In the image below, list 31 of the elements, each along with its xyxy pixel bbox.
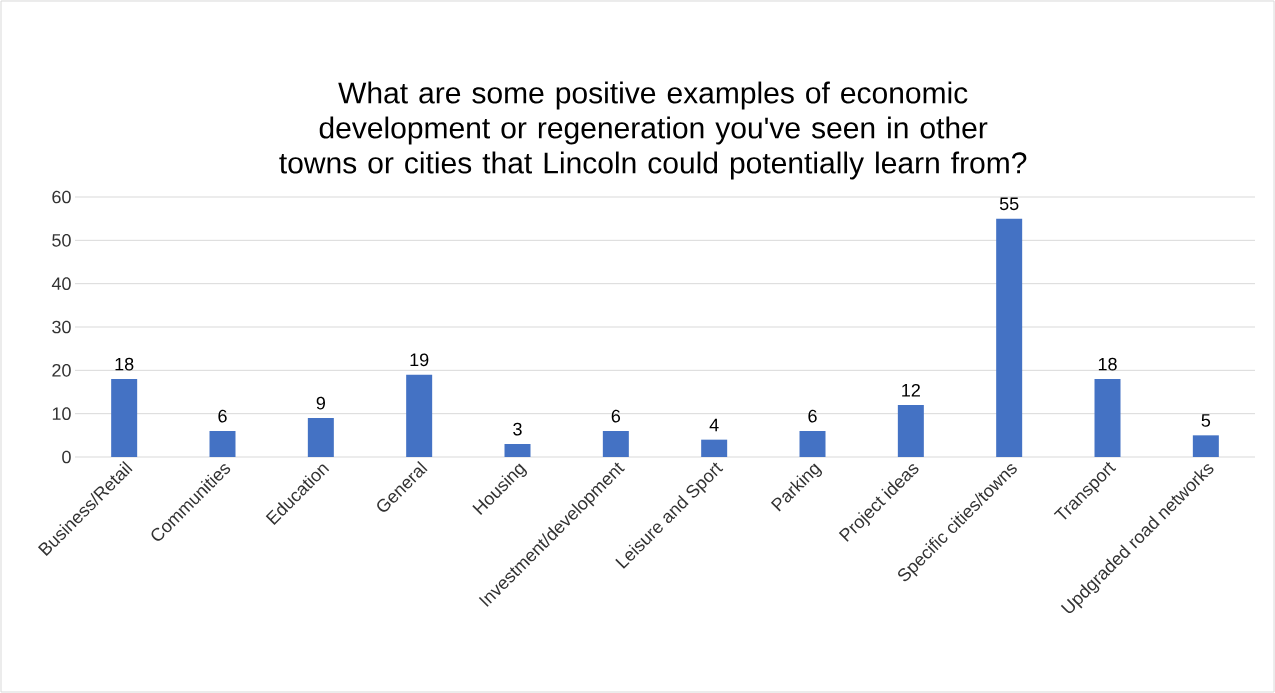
bar xyxy=(799,431,826,457)
bar xyxy=(602,431,629,457)
y-tick-label: 40 xyxy=(51,277,71,291)
bar xyxy=(406,374,433,457)
bar xyxy=(897,405,924,457)
y-tick-label: 60 xyxy=(52,190,71,204)
y-tick-label: 30 xyxy=(52,320,71,334)
bar xyxy=(504,444,531,457)
data-label: 6 xyxy=(218,409,227,423)
data-label: 6 xyxy=(808,409,817,423)
data-label: 5 xyxy=(1201,414,1211,427)
data-label: 18 xyxy=(115,357,134,371)
data-label: 6 xyxy=(611,409,621,423)
bar xyxy=(111,379,138,457)
y-tick-label: 50 xyxy=(52,233,71,247)
bar xyxy=(307,418,334,457)
chart-title: What are some positive examples of economic development or regeneration you've seen in other towns or cities that Lincoln could potentially learn from? xyxy=(279,81,1027,180)
data-label: 4 xyxy=(709,418,719,432)
data-label: 19 xyxy=(410,353,429,367)
bar xyxy=(1094,379,1121,457)
bar xyxy=(1192,435,1219,457)
data-label: 18 xyxy=(1098,357,1117,371)
data-label: 9 xyxy=(316,396,325,410)
bar xyxy=(996,218,1023,457)
y-tick-label: 10 xyxy=(52,407,71,421)
bar xyxy=(701,439,728,457)
data-label: 55 xyxy=(999,197,1019,211)
data-label: 3 xyxy=(513,422,522,436)
y-tick-label: 20 xyxy=(52,363,71,377)
data-label: 12 xyxy=(902,383,920,397)
bar xyxy=(209,431,236,457)
